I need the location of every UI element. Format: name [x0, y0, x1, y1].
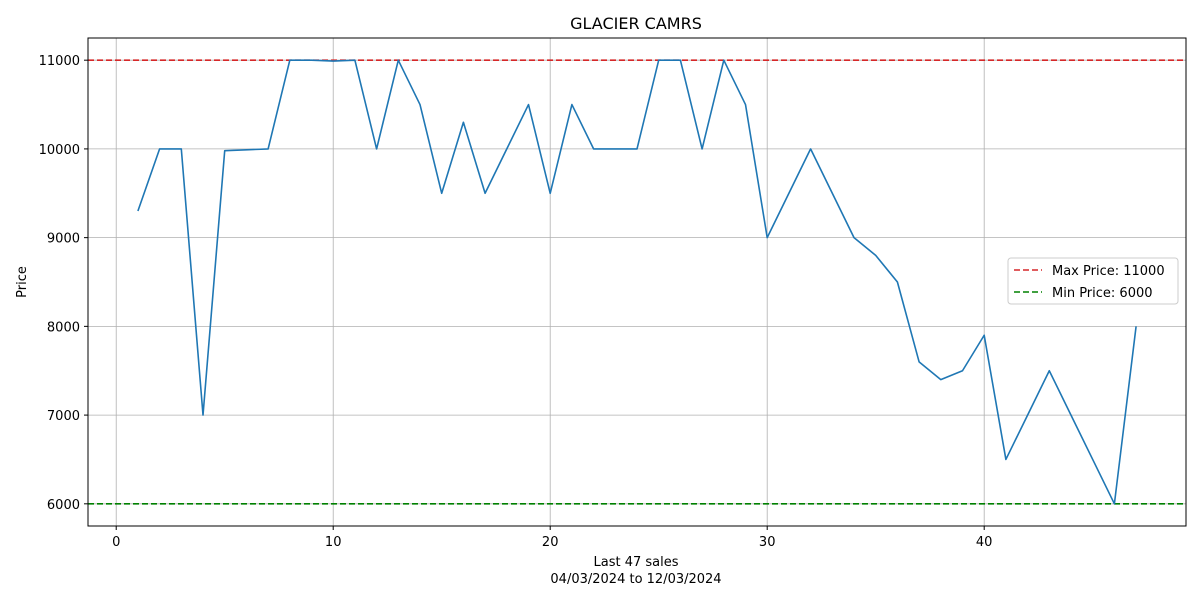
x-tick-label: 20 — [542, 535, 559, 550]
chart-legend: Max Price: 11000 Min Price: 6000 — [1007, 257, 1179, 305]
y-tick-label: 8000 — [47, 320, 80, 335]
legend-box — [1007, 257, 1179, 305]
x-axis-label: Last 47 sales — [593, 555, 678, 570]
x-tick-label: 10 — [325, 535, 342, 550]
y-tick-label: 9000 — [47, 232, 80, 247]
legend-entry-label: Min Price: 6000 — [1052, 286, 1153, 301]
reference-lines — [88, 59, 1186, 505]
y-axis-ticks: 6000 7000 8000 9000 10000 11000 — [39, 54, 88, 513]
plot-area-frame — [87, 37, 1187, 527]
x-tick-label: 0 — [112, 535, 120, 550]
x-axis-ticks: 0 10 20 30 40 — [112, 526, 992, 550]
chart-title: GLACIER CAMRS — [570, 14, 702, 33]
y-tick-label: 6000 — [47, 498, 80, 513]
y-axis-label: Price — [15, 266, 30, 298]
price-series-line — [137, 59, 1137, 505]
y-tick-label: 7000 — [47, 409, 80, 424]
legend-entry-label: Max Price: 11000 — [1052, 264, 1165, 279]
y-tick-label: 10000 — [39, 143, 80, 158]
x-axis-date-range: 04/03/2024 to 12/03/2024 — [550, 572, 721, 587]
y-tick-label: 11000 — [39, 54, 80, 69]
series-layer — [137, 59, 1137, 505]
x-tick-label: 30 — [759, 535, 776, 550]
x-tick-label: 40 — [976, 535, 993, 550]
